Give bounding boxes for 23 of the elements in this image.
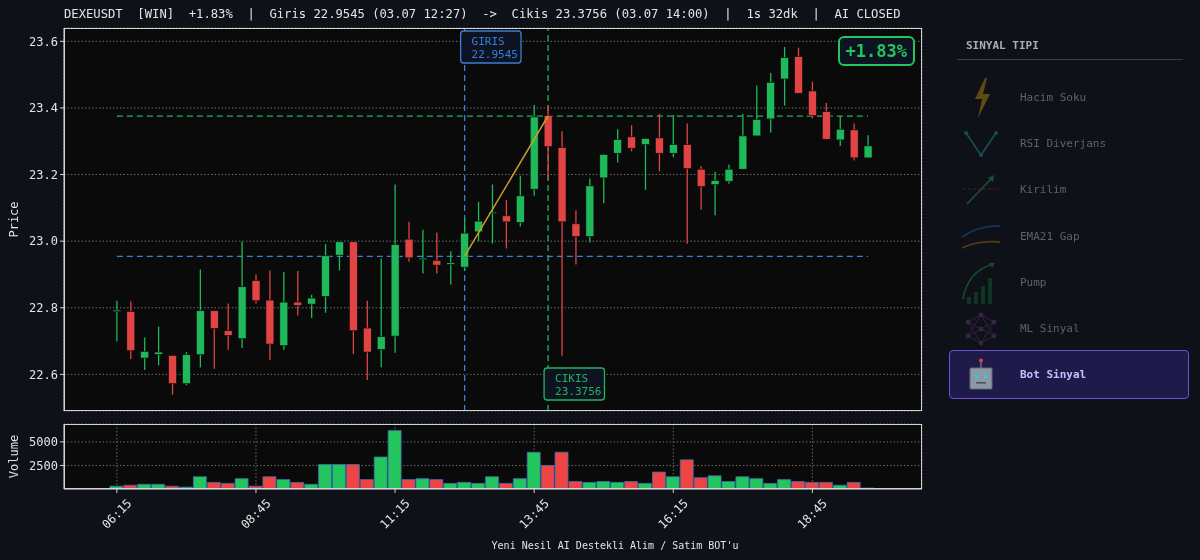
y-tick-label: 22.6 — [29, 367, 58, 382]
text: Yeni Nesil AI Destekli Alim / Satim BOT'u — [491, 539, 739, 553]
category-label: ML Sinyal — [1020, 321, 1080, 337]
ref-line-label: GIRIS 22.9545 — [471, 35, 518, 61]
category-label: Pump — [1020, 274, 1047, 291]
category-label: Bot Sinyal — [1020, 367, 1087, 384]
y-axis-title: Price — [7, 201, 21, 238]
y-tick-label: 23.4 — [29, 101, 58, 116]
annotation: +1.83% — [837, 36, 915, 66]
ref-line-label: CIKIS 23.3756 — [555, 372, 602, 398]
category-label: Kirilim — [1020, 182, 1067, 199]
y-tick-label: 22.8 — [29, 301, 58, 316]
y-tick-label: 5000 — [29, 435, 58, 450]
category-label: EMA21 Gap — [1020, 228, 1080, 245]
y-tick-label: 23.2 — [29, 167, 58, 182]
text: SINYAL TIPI — [966, 39, 1039, 53]
chart-title: DEXEUSDT [WIN] +1.83% | Giris 22.9545 (03.07 12:27) -> Cikis 23.3756 (03.07 14:00) | 1s 32dk | AI CLOSED — [64, 6, 901, 22]
y-tick-label: 2500 — [29, 458, 58, 473]
y-tick-label: 23.6 — [29, 34, 58, 49]
category-label: Hacim Soku — [1020, 90, 1087, 106]
category-label: RSI Diverjans — [1020, 136, 1107, 153]
y-tick-label: 23.0 — [29, 234, 58, 249]
y-axis-title: Volume — [7, 434, 21, 479]
